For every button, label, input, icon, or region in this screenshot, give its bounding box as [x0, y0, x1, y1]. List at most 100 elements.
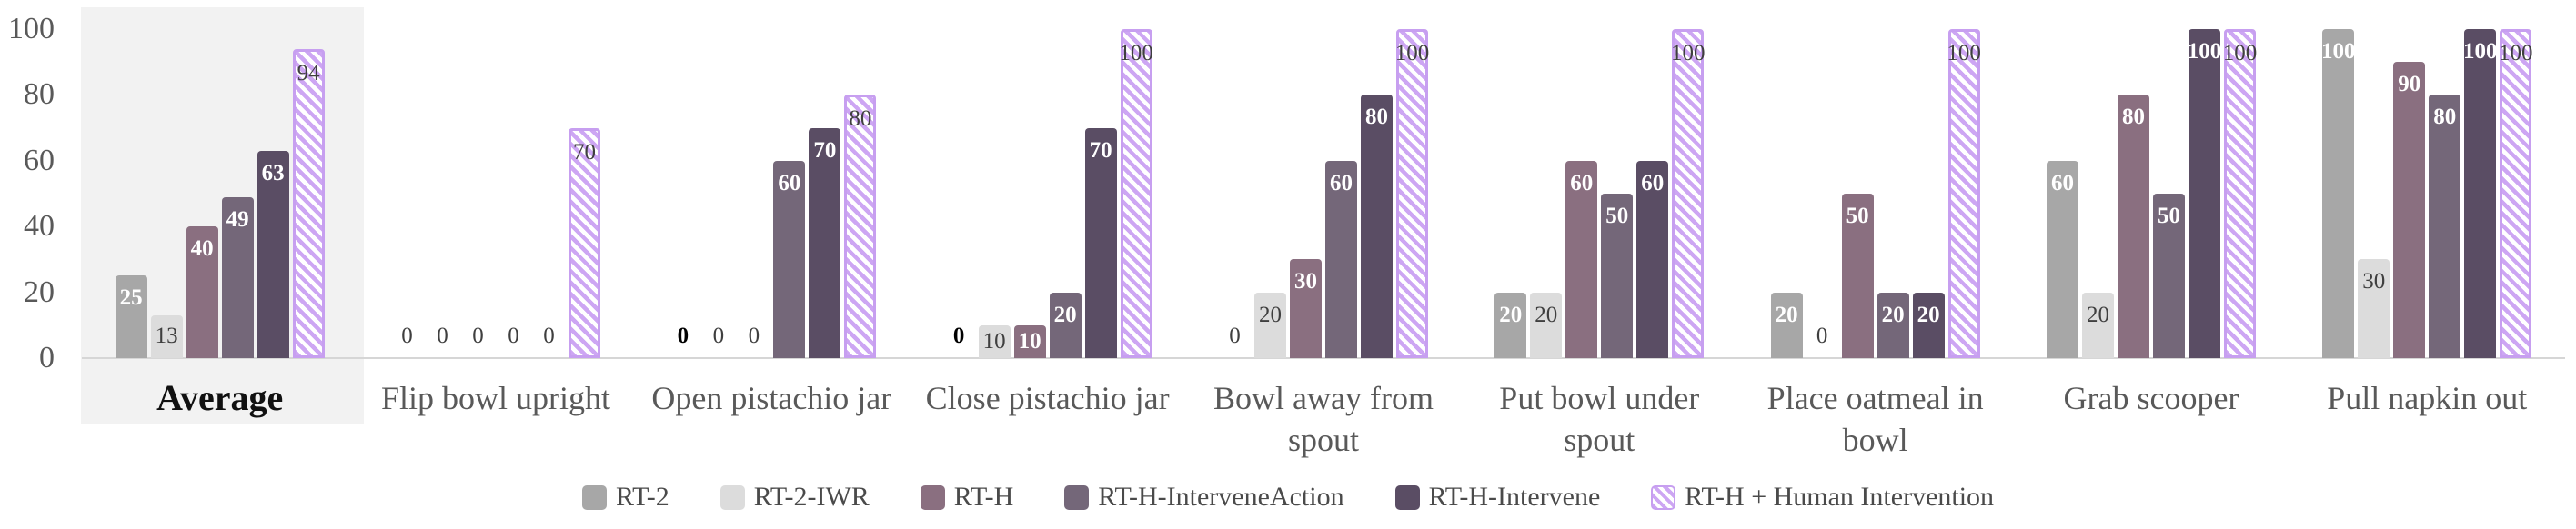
bar-slot: 100 — [1119, 29, 1153, 358]
bar-value-label: 70 — [1089, 138, 1112, 163]
bar-slot: 0 — [498, 29, 529, 358]
bar-rt-2-grab-scooper — [2046, 161, 2078, 358]
bar-value-label: 0 — [508, 324, 519, 348]
bar-slot: 30 — [1289, 29, 1322, 358]
bar-rt-h-intervene-close-pistachio-jar — [1084, 128, 1117, 358]
bar-slot: 70 — [809, 29, 841, 358]
legend-swatch-icon — [581, 484, 607, 510]
y-axis-tick-label: 100 — [8, 12, 55, 45]
bar-slot: 0 — [738, 29, 770, 358]
bar-rt-2-iwr-put-bowl-under-spout — [1530, 293, 1563, 358]
bar-value-label: 100 — [2499, 41, 2533, 65]
bar-group-open-pistachio-jar: 0 0 0 60 70 80 — [634, 29, 910, 358]
bar-slot: 20 — [1049, 29, 1082, 358]
bar-group-average: 25 13 40 49 63 94 — [82, 29, 357, 358]
bar-slot: 20 — [1912, 29, 1945, 358]
legend-item-rt-h-interveneaction: RT-H-InterveneAction — [1064, 482, 1344, 513]
legend-label: RT-H-InterveneAction — [1098, 482, 1344, 512]
bar-rt-h-human-intervention-bowl-away-from-spout — [1395, 29, 1428, 358]
x-axis-category-label-grab-scooper: Grab scooper — [2063, 380, 2239, 416]
bar-slot: 0 — [1806, 29, 1838, 358]
bar-slot: 60 — [2046, 29, 2078, 358]
bar-rt-h-intervene-put-bowl-under-spout — [1636, 161, 1669, 358]
bar-rt-2-iwr-pull-napkin-out — [2358, 259, 2390, 358]
bar-value-label: 13 — [155, 324, 178, 348]
bar-value-label: 60 — [2050, 171, 2074, 195]
legend-item-rt-h-human-intervention: RT-H + Human Intervention — [1651, 482, 1994, 513]
bar-rt-h-intervene-grab-scooper — [2188, 29, 2220, 358]
legend-label: RT-H-Intervene — [1428, 482, 1601, 512]
bar-value-label: 20 — [1535, 303, 1558, 327]
bar-slot: 0 — [533, 29, 565, 358]
bar-slot: 90 — [2393, 29, 2426, 358]
bar-value-label: 20 — [1881, 303, 1905, 327]
bar-group-close-pistachio-jar: 0 10 10 20 70 100 — [910, 29, 1185, 358]
bar-slot: 10 — [1013, 29, 1046, 358]
bar-value-label: 0 — [472, 324, 484, 348]
bar-slot: 10 — [978, 29, 1011, 358]
bar-value-label: 80 — [2433, 105, 2457, 129]
bar-group-put-bowl-under-spout: 20 20 60 50 60 100 — [1462, 29, 1737, 358]
bar-value-label: 100 — [2321, 39, 2356, 64]
bar-rt-2-iwr-average — [150, 315, 183, 358]
y-axis-tick-label: 60 — [24, 143, 55, 177]
bar-rt-2-iwr-close-pistachio-jar — [978, 325, 1011, 358]
bar-rt-h-interveneaction-open-pistachio-jar — [773, 161, 806, 358]
bar-value-label: 0 — [437, 324, 448, 348]
bar-rt-h-interveneaction-place-oatmeal-in-bowl — [1877, 293, 1909, 358]
bar-slot: 94 — [292, 29, 325, 358]
bar-rt-h-grab-scooper — [2117, 95, 2149, 358]
bar-value-label: 20 — [1499, 303, 1523, 327]
bar-slot: 49 — [221, 29, 254, 358]
bar-slot: 100 — [1395, 29, 1429, 358]
bar-rt-h-intervene-open-pistachio-jar — [809, 128, 841, 358]
bar-value-label: 60 — [1329, 171, 1353, 195]
x-axis-line — [82, 357, 2565, 359]
bar-slot: 40 — [186, 29, 218, 358]
bar-value-label: 30 — [1293, 269, 1317, 294]
bar-rt-h-human-intervention-open-pistachio-jar — [844, 95, 877, 358]
bar-slot: 100 — [1947, 29, 1981, 358]
bar-value-label: 50 — [1605, 204, 1629, 228]
bar-slot: 0 — [702, 29, 734, 358]
bar-rt-h-human-intervention-grab-scooper — [2223, 29, 2256, 358]
bar-value-label: 20 — [1917, 303, 1940, 327]
bar-rt-h-bowl-away-from-spout — [1289, 259, 1322, 358]
bar-value-label: 90 — [2398, 72, 2421, 96]
bar-slot: 20 — [1253, 29, 1286, 358]
bar-rt-h-interveneaction-put-bowl-under-spout — [1601, 194, 1634, 358]
bar-rt-h-put-bowl-under-spout — [1565, 161, 1598, 358]
bar-value-label: 80 — [1364, 105, 1388, 129]
bar-value-label: 0 — [712, 324, 725, 348]
bar-rt-h-average — [186, 226, 218, 358]
bar-value-label: 30 — [2362, 269, 2386, 294]
x-axis-category-label-open-pistachio-jar: Open pistachio jar — [651, 380, 892, 416]
bar-group-flip-bowl-upright: 0 0 0 0 0 70 — [357, 29, 633, 358]
bar-rt-h-place-oatmeal-in-bowl — [1841, 194, 1874, 358]
bar-value-label: 100 — [2187, 39, 2222, 64]
bar-value-label: 0 — [748, 324, 760, 348]
bar-value-label: 10 — [982, 329, 1006, 354]
bar-value-label: 60 — [778, 171, 801, 195]
legend-item-rt-2: RT-2 — [581, 482, 669, 513]
bar-value-label: 60 — [1641, 171, 1665, 195]
bar-slot: 20 — [1494, 29, 1527, 358]
bar-value-label: 80 — [2121, 105, 2145, 129]
bar-value-label: 0 — [952, 324, 965, 348]
bar-rt-h-human-intervention-put-bowl-under-spout — [1672, 29, 1705, 358]
legend-swatch-icon — [1651, 484, 1676, 510]
bar-value-label: 49 — [226, 207, 249, 232]
bar-slot: 100 — [2223, 29, 2257, 358]
bar-slot: 100 — [1671, 29, 1706, 358]
bar-slot: 0 — [667, 29, 699, 358]
bar-rt-h-intervene-bowl-away-from-spout — [1360, 95, 1393, 358]
x-axis-category-label-average: Average — [156, 377, 284, 418]
bar-value-label: 100 — [2463, 39, 2498, 64]
bar-slot: 0 — [427, 29, 458, 358]
plot-area: 25 13 40 49 63 94 0 0 0 0 0 70 0 0 0 60 70 80 0 10 10 20 70 100… — [82, 29, 2565, 358]
bar-value-label: 20 — [1053, 303, 1077, 327]
y-axis-tick-label: 40 — [24, 209, 55, 244]
bar-rt-2-iwr-grab-scooper — [2081, 293, 2114, 358]
bar-value-label: 10 — [1018, 329, 1041, 354]
bar-rt-h-interveneaction-close-pistachio-jar — [1049, 293, 1082, 358]
